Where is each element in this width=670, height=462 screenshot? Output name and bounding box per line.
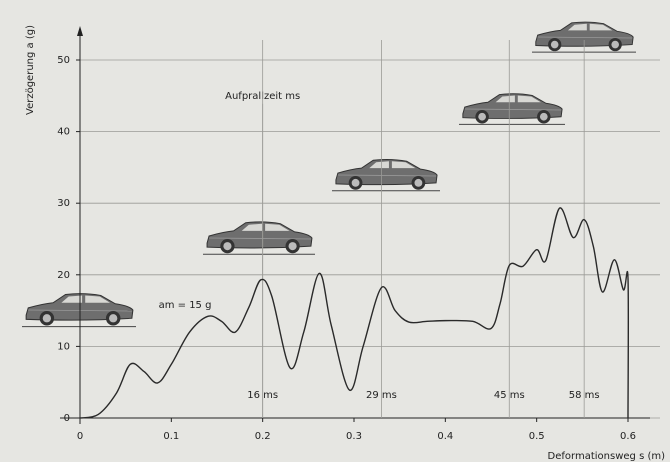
x-tick-label: 0.2	[255, 431, 271, 442]
y-tick-label: 30	[57, 198, 70, 209]
y-tick-label: 50	[57, 55, 70, 66]
annotation: 58 ms	[569, 390, 600, 401]
x-tick-label: 0	[77, 431, 83, 442]
chart: Verzögerung a (g) Deformationsweg s (m) …	[0, 0, 670, 462]
annotation: 29 ms	[366, 390, 397, 401]
x-tick-label: 0.5	[529, 431, 545, 442]
x-tick-label: 0.6	[620, 431, 636, 442]
annotation: am = 15 g	[159, 300, 212, 311]
y-tick-label: 10	[57, 341, 70, 352]
x-tick-label: 0.3	[346, 431, 362, 442]
y-axis-label: Verzögerung a (g)	[25, 25, 36, 115]
x-tick-label: 0.4	[437, 431, 453, 442]
annotation: 16 ms	[247, 390, 278, 401]
y-tick-label: 20	[57, 270, 70, 281]
annotation: 45 ms	[494, 390, 525, 401]
x-axis-label: Deformationsweg s (m)	[548, 451, 666, 462]
x-tick-label: 0.1	[163, 431, 179, 442]
y-tick-label: 40	[57, 127, 70, 138]
